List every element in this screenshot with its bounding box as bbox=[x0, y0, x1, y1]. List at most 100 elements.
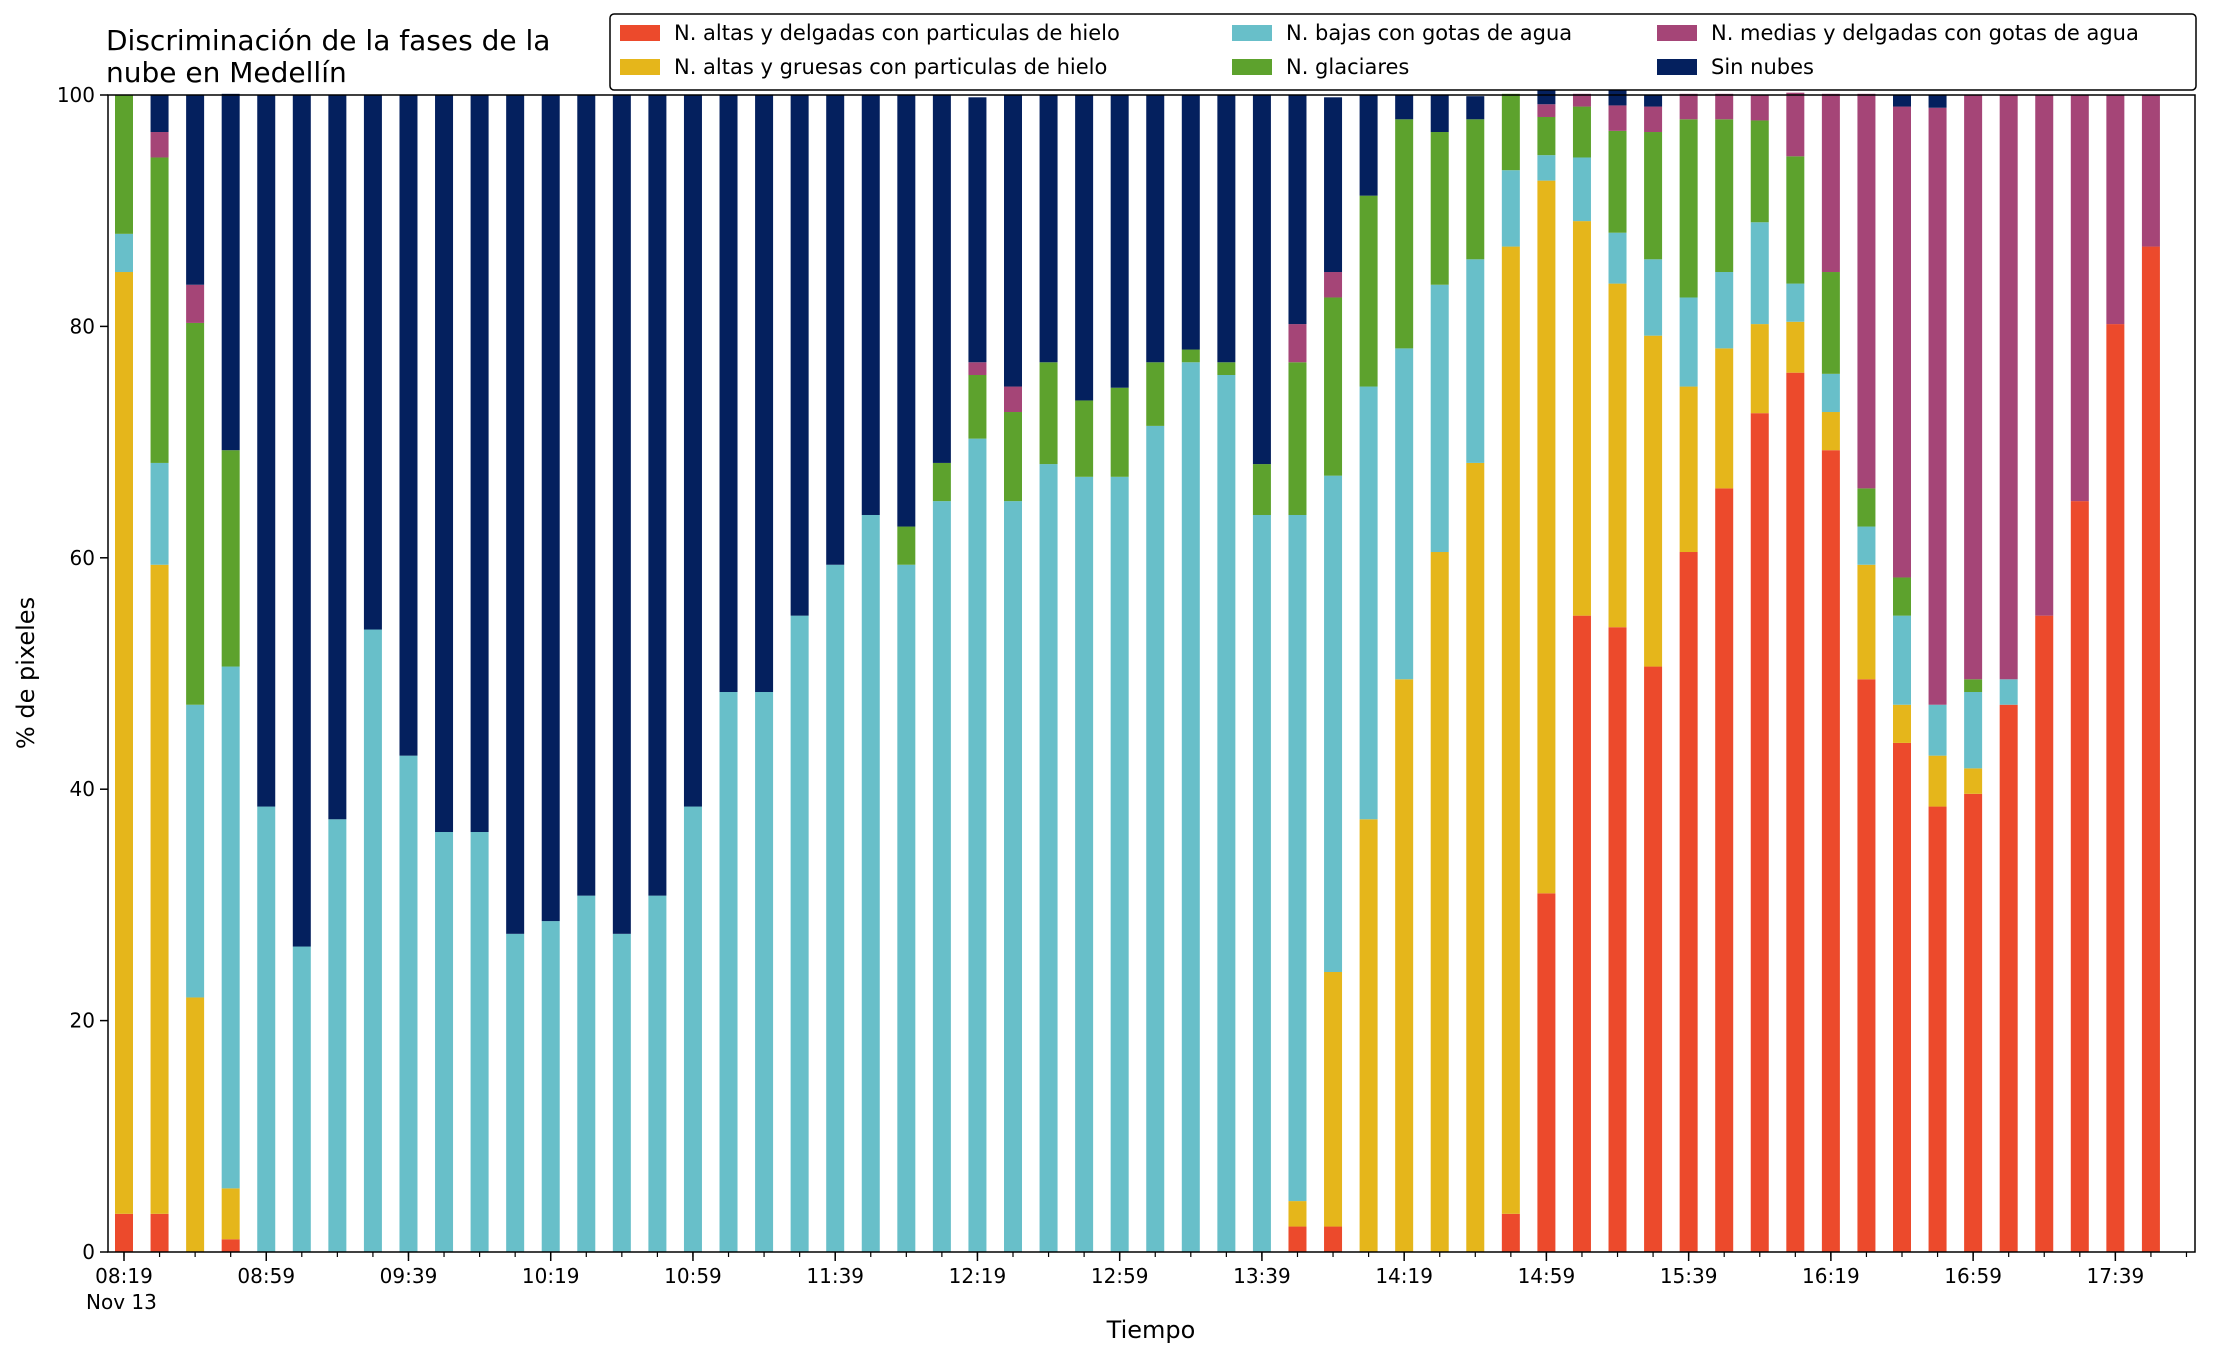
bar-segment-3-27 bbox=[1075, 400, 1094, 477]
bar-segment-3-43 bbox=[1644, 132, 1663, 260]
y-tick-label: 100 bbox=[57, 83, 95, 107]
x-tick-label: 12:59 bbox=[1091, 1264, 1149, 1288]
bar-segment-3-49 bbox=[1857, 488, 1876, 527]
bar-segment-3-31 bbox=[1217, 362, 1236, 375]
bar-segment-4-25 bbox=[1004, 386, 1022, 413]
bar-segment-2-36 bbox=[1395, 348, 1414, 680]
bar-segment-1-35 bbox=[1359, 819, 1378, 1252]
bar-segment-5-30 bbox=[1181, 95, 1200, 350]
bar-segment-5-22 bbox=[897, 95, 916, 527]
bar-segment-1-40 bbox=[1537, 180, 1556, 894]
bar-segment-3-46 bbox=[1750, 120, 1769, 223]
bar-segment-5-34 bbox=[1324, 97, 1343, 273]
y-tick-label: 0 bbox=[82, 1240, 95, 1264]
legend-box bbox=[609, 13, 2197, 91]
bar-segment-5-12 bbox=[541, 95, 560, 922]
bar-segment-2-12 bbox=[541, 921, 560, 1252]
bar-segment-0-45 bbox=[1715, 488, 1734, 1252]
bar-segment-5-11 bbox=[506, 95, 525, 934]
bar-segment-5-13 bbox=[577, 95, 596, 896]
bar-segment-1-37 bbox=[1430, 552, 1449, 1252]
bar-segment-2-37 bbox=[1430, 284, 1449, 553]
bar-segment-2-24 bbox=[968, 438, 987, 1252]
bar-segment-1-51 bbox=[1928, 755, 1947, 807]
bar-segment-2-15 bbox=[648, 895, 667, 1252]
bar-segment-0-1 bbox=[150, 1213, 169, 1252]
x-tick-label: 13:39 bbox=[1233, 1264, 1291, 1288]
bar-segment-5-50 bbox=[1893, 95, 1911, 107]
bar-segment-5-15 bbox=[648, 95, 667, 896]
bar-segment-3-47 bbox=[1786, 156, 1805, 284]
bar-segment-2-4 bbox=[257, 806, 276, 1252]
bar-segment-5-9 bbox=[435, 95, 454, 833]
bar-segment-2-26 bbox=[1039, 464, 1058, 1253]
bar-segment-3-1 bbox=[150, 157, 169, 463]
bar-segment-1-43 bbox=[1644, 335, 1663, 667]
bar-segment-2-52 bbox=[1964, 692, 1983, 769]
bar-segment-0-55 bbox=[2070, 501, 2089, 1252]
x-tick-label: 08:19 bbox=[95, 1264, 153, 1288]
bar-segment-5-32 bbox=[1252, 95, 1271, 465]
bar-segment-2-19 bbox=[790, 615, 809, 1252]
bar-segment-5-1 bbox=[150, 95, 169, 133]
bar-segment-1-1 bbox=[150, 564, 169, 1214]
bar-segment-5-21 bbox=[861, 95, 880, 515]
bar-segment-2-49 bbox=[1857, 526, 1876, 565]
bar-segment-2-45 bbox=[1715, 272, 1734, 349]
bar-segment-3-2 bbox=[186, 322, 205, 705]
bar-segment-4-52 bbox=[1964, 95, 1983, 680]
bar-segment-2-5 bbox=[292, 946, 311, 1252]
bar-segment-2-10 bbox=[470, 832, 489, 1252]
bar-segment-4-33 bbox=[1288, 324, 1307, 363]
bar-segment-4-41 bbox=[1572, 93, 1591, 107]
x-tick-label: 15:39 bbox=[1660, 1264, 1718, 1288]
x-tick-label: 14:19 bbox=[1375, 1264, 1433, 1288]
bar-segment-5-14 bbox=[612, 95, 631, 934]
bar-segment-0-52 bbox=[1964, 793, 1983, 1252]
y-tick-label: 20 bbox=[70, 1009, 95, 1033]
bar-segment-4-50 bbox=[1893, 106, 1911, 578]
bar-segment-0-44 bbox=[1679, 552, 1698, 1252]
bar-segment-2-31 bbox=[1217, 374, 1236, 1252]
bar-segment-3-42 bbox=[1608, 130, 1627, 233]
bar-segment-3-30 bbox=[1181, 349, 1200, 363]
y-axis: 0 20 40 60 80 100 bbox=[57, 83, 108, 1264]
bar-segment-4-49 bbox=[1857, 93, 1876, 489]
bar-segment-3-36 bbox=[1395, 119, 1414, 349]
bar-segment-3-33 bbox=[1288, 362, 1307, 515]
bar-segment-1-49 bbox=[1857, 564, 1876, 680]
bar-segment-1-38 bbox=[1466, 462, 1485, 1252]
bar-segment-2-11 bbox=[506, 933, 525, 1252]
x-tick-label: 09:39 bbox=[380, 1264, 438, 1288]
bar-segment-5-33 bbox=[1288, 95, 1307, 325]
bar-segment-2-20 bbox=[826, 564, 845, 1252]
bar-segment-5-28 bbox=[1110, 95, 1129, 388]
bar-segment-2-50 bbox=[1893, 615, 1911, 705]
bar-segment-5-37 bbox=[1430, 95, 1449, 133]
bar-segment-5-7 bbox=[363, 95, 382, 630]
bar-segment-4-48 bbox=[1821, 93, 1840, 273]
x-tick-label: 08:59 bbox=[237, 1264, 295, 1288]
bar-segment-3-29 bbox=[1146, 362, 1165, 426]
bar-segment-0-3 bbox=[221, 1239, 240, 1252]
bar-segment-1-33 bbox=[1288, 1201, 1307, 1227]
bar-segment-5-8 bbox=[399, 95, 418, 756]
bar-segment-1-34 bbox=[1324, 972, 1343, 1227]
bar-segment-0-46 bbox=[1750, 413, 1769, 1252]
bar-segment-2-23 bbox=[932, 501, 951, 1252]
bar-segment-5-35 bbox=[1359, 95, 1378, 196]
bar-segment-3-23 bbox=[932, 462, 951, 502]
bar-segment-0-54 bbox=[2035, 615, 2054, 1252]
bar-segment-5-4 bbox=[257, 95, 276, 807]
bar-segment-5-38 bbox=[1466, 96, 1485, 120]
bar-segment-0-57 bbox=[2141, 246, 2160, 1252]
bar-segment-4-54 bbox=[2035, 95, 2054, 616]
bar-segment-1-41 bbox=[1572, 221, 1591, 616]
bar-segment-0-40 bbox=[1537, 893, 1556, 1252]
bar-segment-1-52 bbox=[1964, 768, 1983, 794]
bar-segment-1-39 bbox=[1501, 246, 1520, 1214]
bar-segment-1-2 bbox=[186, 997, 205, 1252]
bar-segment-2-6 bbox=[328, 819, 347, 1252]
bar-segment-2-25 bbox=[1004, 501, 1022, 1252]
bar-segment-2-0 bbox=[115, 233, 133, 273]
